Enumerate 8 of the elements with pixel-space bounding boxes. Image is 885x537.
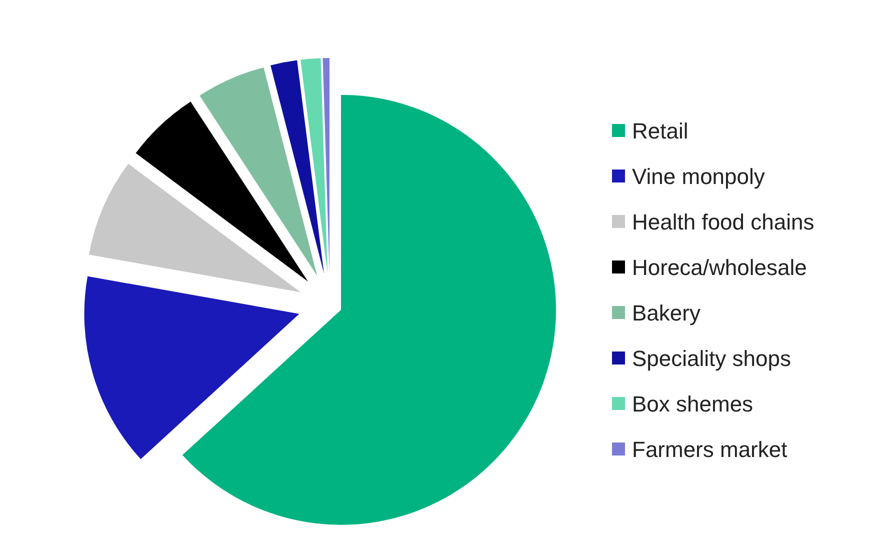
legend-label: Bakery	[632, 300, 700, 326]
legend-label: Box shemes	[632, 392, 754, 417]
legend-label: Speciality shops	[632, 346, 791, 372]
legend-label: Retail	[632, 118, 688, 144]
legend-label: Horeca/wholesale	[632, 255, 807, 280]
legend-label: Farmers market	[632, 437, 788, 462]
legend-label: Vine monpoly	[632, 164, 765, 190]
legend-label: Health food chains	[632, 210, 814, 235]
